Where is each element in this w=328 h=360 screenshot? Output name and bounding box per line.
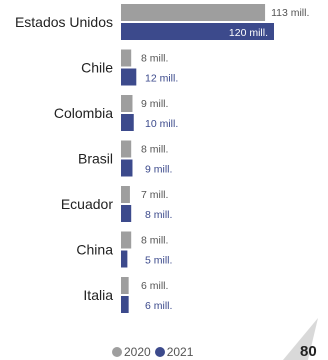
category-label-china: China: [76, 242, 113, 258]
value-label-2021-brasil: 9 mill.: [145, 164, 172, 176]
bar-2021-ecuador: [121, 205, 132, 222]
bar-2020-estados-unidos: [121, 4, 266, 21]
legend-item-2021: 2021: [154, 345, 194, 359]
bar-2020-colombia: [121, 95, 133, 112]
bar-2021-chile: [121, 68, 137, 86]
category-label-brasil: Brasil: [78, 151, 113, 167]
legend-marker-2020: [112, 347, 122, 357]
value-label-2021-colombia: 10 mill.: [145, 118, 178, 130]
value-label-2020-ecuador: 7 mill.: [141, 189, 168, 201]
value-label-2020-colombia: 9 mill.: [141, 98, 168, 110]
category-label-ecuador: Ecuador: [61, 196, 113, 212]
value-label-2020-estados-unidos: 113 mill.: [271, 7, 309, 19]
legend-label-2021: 2021: [166, 345, 194, 359]
corner-number-text: 80: [300, 343, 317, 360]
bar-2021-italia: [121, 296, 129, 313]
value-label-2020-italia: 6 mill.: [141, 280, 168, 292]
bar-2021-colombia: [121, 114, 134, 131]
chart-legend: 2020 2021: [112, 345, 193, 359]
bar-2020-china: [121, 231, 132, 249]
value-label-2020-chile: 8 mill.: [141, 53, 168, 65]
bar-2021-china: [121, 250, 128, 268]
value-label-2020-china: 8 mill.: [141, 235, 168, 247]
bar-2020-chile: [121, 49, 132, 67]
category-label-chile: Chile: [81, 60, 113, 76]
legend-marker-2021: [154, 347, 165, 357]
value-label-2021-estados-unidos: 120 mill.: [229, 27, 268, 39]
value-label-2020-brasil: 8 mill.: [141, 144, 168, 156]
category-label-italia: Italia: [83, 287, 113, 303]
bar-2020-italia: [121, 277, 129, 294]
value-label-2021-ecuador: 8 mill.: [145, 209, 172, 221]
category-label-estados-unidos: Estados Unidos: [15, 14, 113, 30]
legend-item-2020: 2020: [112, 345, 151, 359]
bar-2020-brasil: [121, 140, 132, 158]
value-label-2021-chile: 12 mill.: [145, 73, 178, 85]
legend-label-2020: 2020: [124, 345, 151, 359]
bar-2021-brasil: [121, 159, 133, 177]
value-label-2021-italia: 6 mill.: [145, 300, 172, 312]
bar-2020-ecuador: [121, 186, 130, 203]
value-label-2021-china: 5 mill.: [145, 255, 172, 267]
bar-2021-estados-unidos: [121, 23, 274, 40]
category-label-colombia: Colombia: [54, 105, 113, 121]
